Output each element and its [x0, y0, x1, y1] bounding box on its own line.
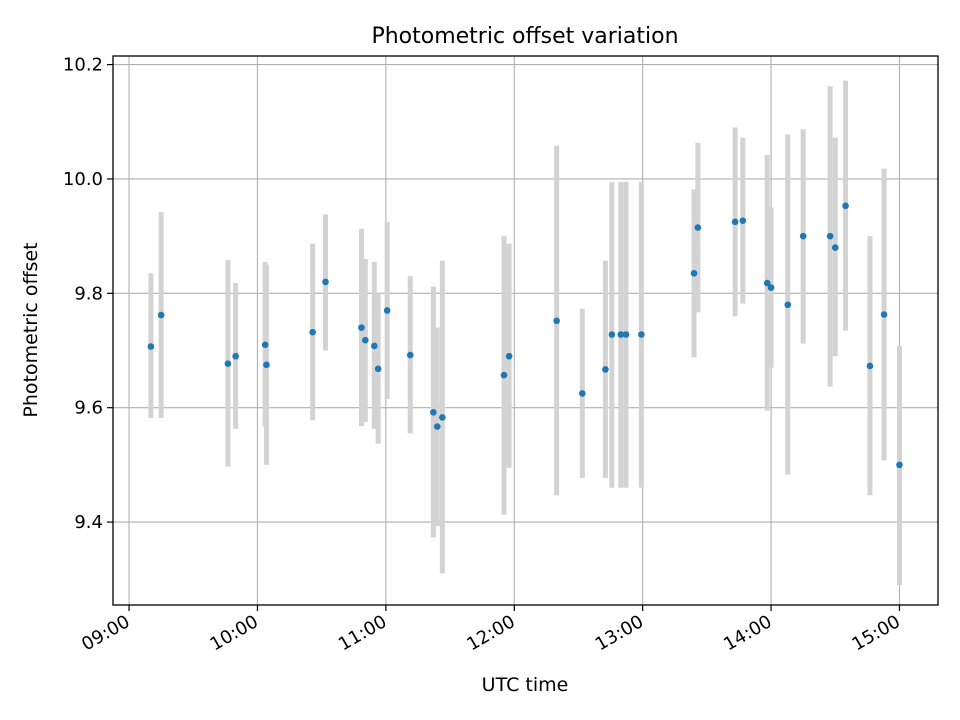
data-point	[622, 331, 630, 338]
data-point	[224, 360, 232, 367]
data-point	[232, 352, 239, 360]
data-point	[579, 390, 586, 397]
data-point	[261, 341, 269, 349]
chart-title: Photometric offset variation	[371, 24, 678, 49]
data-point	[309, 328, 316, 336]
y-tick-label: 10.2	[63, 55, 103, 76]
data-point	[896, 461, 903, 469]
y-axis-label: Photometric offset	[20, 242, 42, 417]
data-point	[430, 408, 437, 416]
x-axis-label: UTC time	[482, 674, 569, 696]
y-tick-label: 9.4	[74, 512, 103, 533]
data-point	[866, 362, 874, 370]
data-point	[799, 232, 807, 240]
y-tick-label: 9.8	[74, 283, 103, 304]
plot-frame	[112, 55, 939, 606]
data-point	[608, 331, 616, 338]
data-point	[739, 217, 747, 224]
data-point	[767, 284, 775, 291]
data-point	[439, 414, 446, 421]
data-point	[157, 311, 165, 319]
data-point	[433, 423, 441, 430]
data-point	[263, 361, 270, 369]
data-point	[383, 307, 391, 314]
data-point	[731, 218, 739, 226]
data-point	[842, 202, 849, 210]
data-point	[362, 336, 369, 344]
data-point	[602, 366, 609, 373]
data-point	[406, 351, 414, 359]
y-tick-label: 9.6	[74, 398, 103, 419]
data-point	[358, 324, 365, 331]
data-point	[374, 365, 382, 373]
data-point	[690, 270, 698, 277]
data-point	[553, 317, 560, 325]
data-point	[147, 343, 155, 350]
data-point	[763, 279, 771, 287]
data-point	[694, 224, 702, 231]
data-point	[617, 331, 625, 338]
data-point	[880, 311, 888, 318]
data-point	[638, 331, 645, 338]
data-points	[147, 202, 903, 469]
data-point	[505, 352, 513, 360]
data-point	[784, 301, 792, 309]
data-point	[826, 232, 834, 240]
data-point	[831, 244, 839, 251]
data-point	[371, 342, 378, 350]
data-point	[322, 278, 329, 286]
data-point	[500, 371, 508, 379]
y-tick-label: 10.0	[63, 169, 103, 190]
